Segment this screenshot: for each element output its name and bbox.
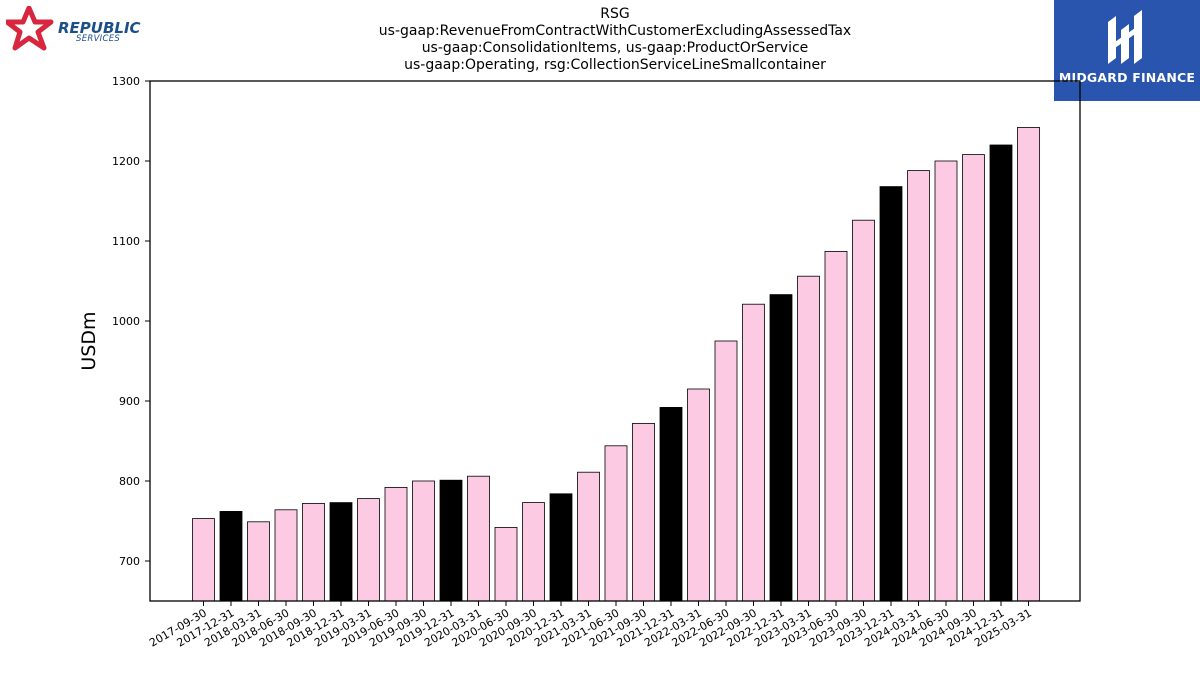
bar xyxy=(247,521,270,602)
bar xyxy=(302,502,325,602)
bar xyxy=(274,509,298,602)
bar xyxy=(219,510,243,602)
bar xyxy=(907,170,930,602)
bar xyxy=(714,340,738,602)
chart-title-line-1: RSG xyxy=(600,6,630,22)
bar xyxy=(494,527,518,602)
y-tick-label: 1000 xyxy=(112,315,140,328)
bar xyxy=(1017,127,1040,602)
bar xyxy=(439,479,463,602)
services-word: SERVICES xyxy=(76,34,121,44)
chart-title-line-2: us-gaap:RevenueFromContractWithCustomerE… xyxy=(378,23,852,39)
chart-title-line-3: us-gaap:ConsolidationItems, us-gaap:Prod… xyxy=(421,40,809,56)
bar xyxy=(934,160,958,602)
bar xyxy=(467,475,490,602)
republic-services-logo: REPUBLIC SERVICES xyxy=(4,5,146,54)
bar xyxy=(357,498,380,602)
chart-title-line-4: us-gaap:Operating, rsg:CollectionService… xyxy=(404,57,826,73)
plot-frame xyxy=(149,80,1081,602)
bar xyxy=(632,422,655,602)
bar xyxy=(384,486,408,602)
y-tick-label: 1200 xyxy=(112,155,140,168)
bar xyxy=(604,445,628,602)
y-tick-label: 800 xyxy=(119,475,140,488)
y-tick-label: 900 xyxy=(119,395,140,408)
midgard-finance-word: MIDGARD FINANCE xyxy=(1058,70,1196,85)
bar xyxy=(687,388,710,602)
republic-star-icon xyxy=(4,5,54,51)
bar xyxy=(412,480,435,602)
midgard-finance-logo: MIDGARD FINANCE xyxy=(1054,0,1200,101)
bar xyxy=(824,250,848,602)
bar xyxy=(769,294,793,602)
republic-word: REPUBLIC xyxy=(58,19,141,37)
bar xyxy=(659,406,683,602)
bar xyxy=(879,186,903,602)
bar xyxy=(852,219,875,602)
y-tick-label: 1100 xyxy=(112,235,140,248)
bar xyxy=(329,502,353,602)
bar xyxy=(577,471,600,602)
y-tick-label: 700 xyxy=(119,555,140,568)
midgard-mark-icon xyxy=(1108,10,1142,64)
bar xyxy=(549,493,573,602)
bar xyxy=(522,502,545,602)
y-tick-label: 1300 xyxy=(112,75,140,88)
bar xyxy=(192,518,215,602)
bar xyxy=(797,275,820,602)
bar xyxy=(989,144,1013,602)
y-axis-label: USDm xyxy=(78,311,100,370)
bar xyxy=(742,303,765,602)
bar xyxy=(962,154,985,602)
